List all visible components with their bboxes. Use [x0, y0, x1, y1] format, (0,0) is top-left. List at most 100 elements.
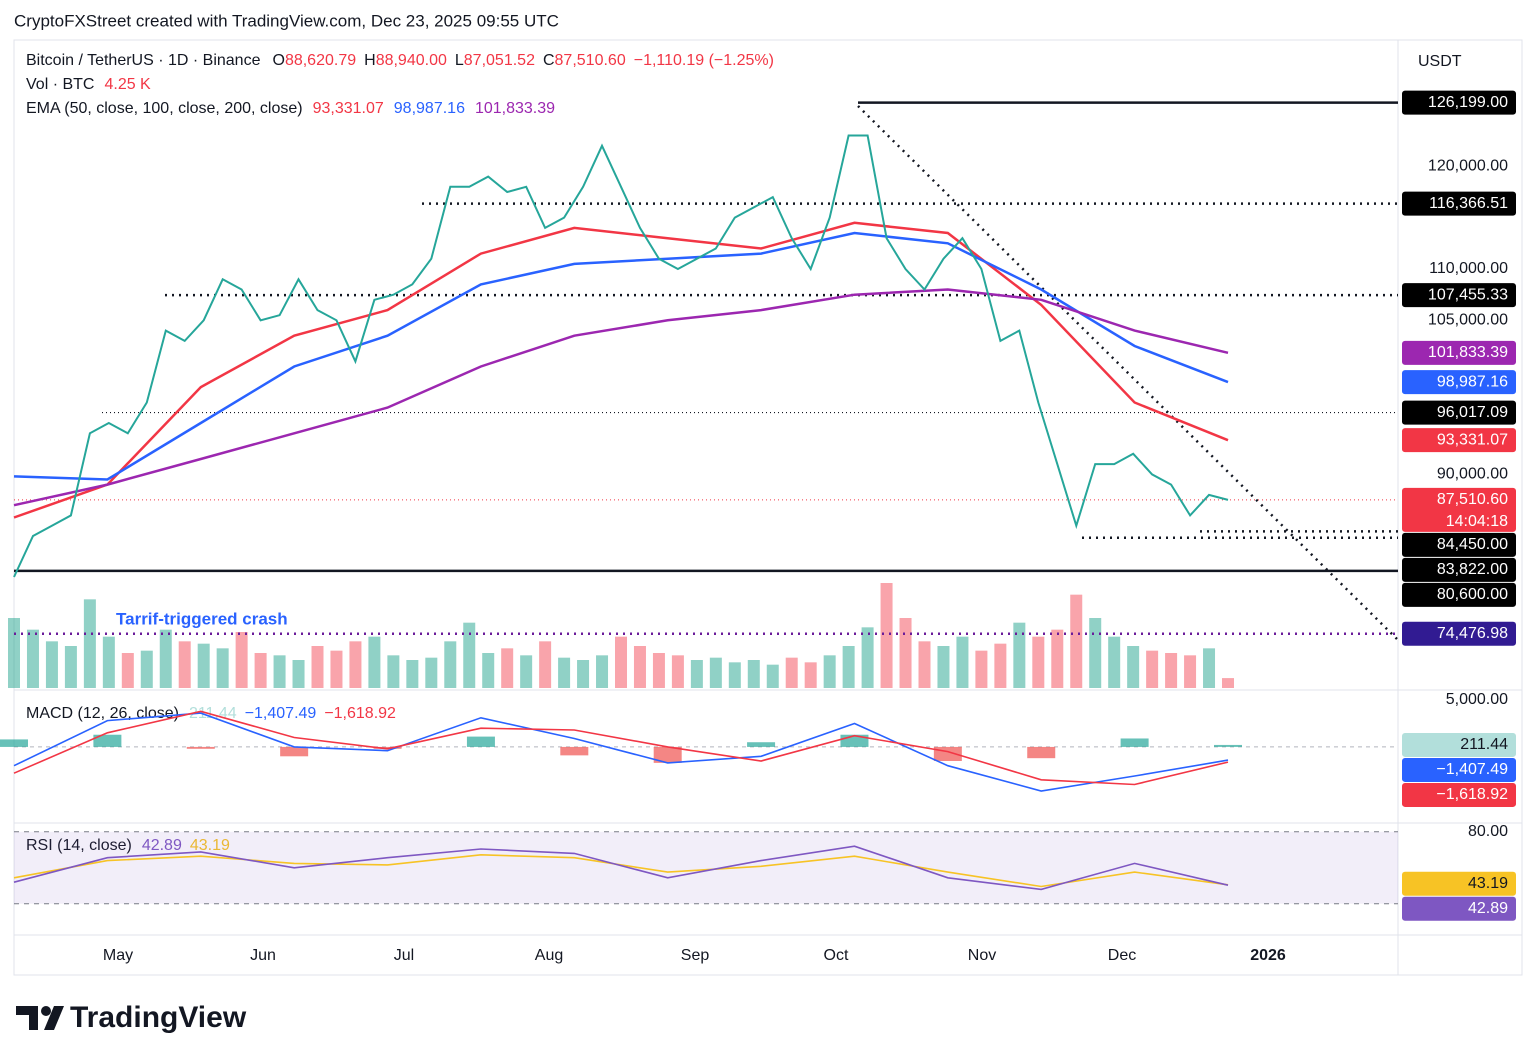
- volume-bar: [406, 660, 419, 688]
- volume-bar: [785, 657, 798, 688]
- header: CryptoFXStreet created with TradingView.…: [14, 11, 559, 30]
- volume-bar: [45, 641, 58, 688]
- countdown: 14:04:18: [1446, 513, 1508, 530]
- volume-bar: [671, 655, 684, 688]
- volume-label: Vol · BTC: [26, 76, 94, 93]
- axis-label: 101,833.39: [1428, 344, 1508, 361]
- volume-bar: [368, 636, 381, 688]
- volume-bar: [937, 646, 950, 688]
- volume-bar: [292, 660, 305, 688]
- y-tick-label: 80.00: [1468, 823, 1508, 840]
- histogram-bar: [186, 746, 215, 749]
- volume-bar: [804, 662, 817, 688]
- axis-label-box: [1402, 557, 1516, 582]
- macd-value: −1,618.92: [324, 705, 396, 722]
- volume-bar: [8, 618, 20, 688]
- y-tick-label: 90,000.00: [1437, 466, 1508, 483]
- axis-label-box: [1402, 871, 1516, 896]
- volume-bar: [596, 655, 609, 688]
- histogram-bar: [466, 736, 495, 747]
- ohlc-key: O: [272, 52, 284, 69]
- x-tick-label: Aug: [535, 947, 563, 964]
- legend-ema: EMA (50, close, 100, close, 200, close) 9…: [26, 100, 555, 117]
- histogram-bar: [747, 742, 776, 747]
- ohlc-value: 88,620.79: [285, 52, 356, 69]
- ema-value: 98,987.16: [394, 100, 465, 117]
- axis-label: 83,822.00: [1437, 561, 1508, 578]
- y-tick-label: 120,000.00: [1428, 158, 1508, 175]
- price-line: [13, 134, 1229, 578]
- legend-main: Bitcoin / TetherUS · 1D · Binance O88,620…: [26, 52, 774, 69]
- volume-bar: [235, 632, 248, 688]
- volume-bar: [254, 653, 267, 688]
- volume-bar: [482, 653, 495, 688]
- histogram-bar: [0, 739, 28, 747]
- x-tick-label: Sep: [681, 947, 710, 964]
- volume-bar: [690, 660, 703, 688]
- volume-bar: [463, 622, 476, 688]
- axis-label-box: [1402, 191, 1516, 216]
- volume-bar: [880, 583, 893, 688]
- volume-bar: [1108, 636, 1121, 688]
- volume-bar: [387, 655, 400, 688]
- ohlc-value: 88,940.00: [376, 52, 447, 69]
- volume-bar: [1184, 655, 1197, 688]
- volume-bar: [178, 641, 191, 688]
- volume-bar: [766, 664, 779, 688]
- y-tick-label: 110,000.00: [1429, 260, 1508, 277]
- x-tick-label: Jun: [250, 947, 276, 964]
- volume-bar: [159, 629, 172, 688]
- volume-bar: [83, 599, 96, 688]
- volume-bar: [501, 648, 514, 688]
- volume-bar: [918, 641, 931, 688]
- histogram-bar: [373, 746, 402, 749]
- frame: [13, 39, 1523, 976]
- change: −1,110.19 (−1.25%): [634, 52, 774, 69]
- volume-bar: [899, 618, 912, 688]
- volume-bar: [311, 646, 324, 688]
- volume-bar: [975, 650, 988, 688]
- volume-bar: [1222, 678, 1234, 688]
- volume-bar: [1089, 618, 1102, 688]
- y-tick-label: 105,000.00: [1428, 312, 1508, 329]
- histogram-bar: [1027, 746, 1056, 759]
- trend-line: [857, 105, 1399, 641]
- volume-bar: [823, 655, 836, 688]
- volume-bar: [1032, 636, 1045, 688]
- volume-bar: [1070, 594, 1083, 688]
- axis-label-box: [1402, 340, 1516, 365]
- ema-value: 93,331.07: [313, 100, 384, 117]
- volume-bar: [861, 627, 874, 688]
- x-tick-label: Dec: [1108, 947, 1136, 964]
- axis-label: 107,455.33: [1428, 286, 1508, 303]
- axis-label: 126,199.00: [1428, 94, 1508, 111]
- histogram-bar: [280, 746, 309, 757]
- axis-label: 80,600.00: [1437, 586, 1508, 603]
- x-tick-label: 2026: [1250, 947, 1286, 964]
- volume-bar: [539, 641, 552, 688]
- axis-label: 93,331.07: [1437, 431, 1508, 448]
- macd-line: [13, 712, 1229, 792]
- volume-bar: [615, 636, 627, 688]
- rsi-label: RSI (14, close): [26, 837, 132, 854]
- legend-rsi: RSI (14, close) 42.89 43.19: [26, 837, 230, 854]
- axis-label: −1,618.92: [1436, 786, 1508, 803]
- volume-bar: [425, 657, 438, 688]
- signal-line: [13, 710, 1229, 786]
- axis-label-box: [1402, 90, 1516, 115]
- histogram-bar: [1214, 744, 1242, 747]
- volume-bar: [26, 629, 39, 688]
- macd-label: MACD (12, 26, close): [26, 705, 179, 722]
- rsi-value: 43.19: [190, 837, 230, 854]
- axis-label: 116,366.51: [1429, 195, 1508, 212]
- axis-label: 96,017.09: [1437, 404, 1508, 421]
- x-tick-label: Oct: [824, 947, 849, 964]
- annotation: Tarrif-triggered crash: [116, 609, 288, 628]
- volume-bar: [652, 653, 665, 688]
- volume-bar: [994, 643, 1007, 688]
- axis-label-box: [1402, 532, 1516, 557]
- axis-label: 211.44: [1460, 736, 1508, 753]
- ohlc-value: 87,051.52: [464, 52, 535, 69]
- y-tick-label: 5,000.00: [1446, 691, 1508, 708]
